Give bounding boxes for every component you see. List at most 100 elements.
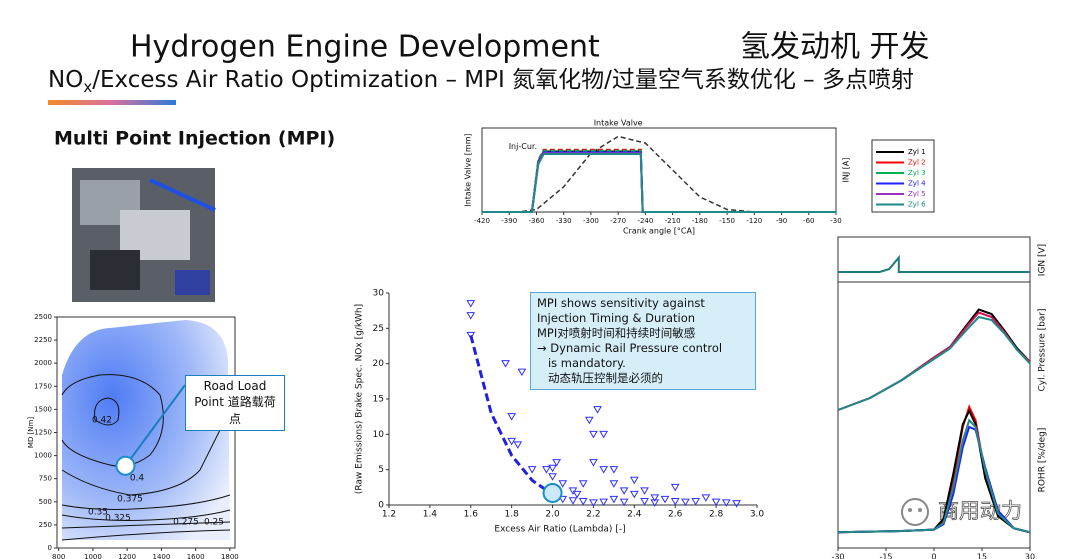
accent-bar (48, 100, 176, 105)
x-tick-label: -120 (746, 217, 762, 225)
contour-label: 0.42 (92, 416, 112, 426)
y-tick-label: 25 (373, 324, 384, 334)
x-tick-label: 1.4 (423, 510, 438, 520)
y-tick-label: 20 (373, 359, 385, 369)
point (609, 495, 619, 504)
contour-label: 0.25 (204, 518, 224, 528)
point (609, 480, 619, 488)
point (629, 476, 639, 485)
point (609, 466, 619, 474)
y-axis-label: MD [Nm] (27, 417, 35, 448)
section-heading: Multi Point Injection (MPI) (54, 128, 335, 150)
point (578, 497, 588, 506)
point (513, 441, 523, 449)
subtitle-sub: x (83, 78, 92, 96)
point (599, 430, 609, 439)
y2-axis-label: INJ [A] (842, 158, 851, 183)
x-tick-label: 30 (1025, 553, 1035, 559)
y-tick-label: 30 (373, 289, 385, 299)
x-tick-label: 1.6 (464, 510, 479, 520)
series-line (838, 254, 1030, 273)
x-tick-label: 1800 (221, 553, 239, 559)
point (599, 466, 609, 474)
point (584, 416, 594, 425)
point (548, 473, 557, 481)
x-tick-label: -420 (474, 217, 490, 225)
point (501, 360, 510, 368)
series-line (837, 311, 1031, 411)
y-tick-label: 1750 (34, 382, 52, 390)
point (552, 459, 562, 467)
x-tick-label: 1600 (187, 553, 205, 559)
contour-line (61, 494, 231, 510)
y-tick-label: 0 (378, 501, 384, 511)
annotation: Inj-Cur. (509, 142, 537, 151)
callout: Road Load Point 道路载荷点 (185, 375, 285, 431)
point (650, 494, 660, 502)
series-line (482, 153, 836, 213)
x-tick-label: -270 (610, 217, 626, 225)
point (578, 480, 588, 488)
contour-line (94, 397, 120, 426)
x-tick-label: -90 (776, 217, 787, 225)
x-tick-label: -30 (830, 217, 841, 225)
y-tick-label: 250 (39, 521, 52, 529)
note-box: MPI shows sensitivity against Injection T… (530, 292, 756, 390)
x-tick-label: -300 (583, 217, 599, 225)
note-line: is mandatory. (537, 356, 626, 370)
y-axis-label: Cyl. Pressure [bar] (1038, 308, 1048, 391)
x-tick-label: 15 (977, 553, 987, 559)
point (589, 430, 598, 439)
contour-line (61, 419, 226, 496)
x-tick-label: 1000 (84, 553, 102, 559)
x-tick-label: 2.2 (586, 510, 600, 520)
subtitle-rest: /Excess Air Ratio Optimization – MPI 氮氧化… (92, 67, 914, 93)
x-tick-label: 0 (931, 553, 936, 559)
point (466, 300, 476, 308)
y-axis-label: Intake Valve [mm] (464, 133, 473, 206)
y-tick-label: 2000 (34, 359, 52, 367)
y-tick-label: 1000 (34, 452, 52, 460)
plot-frame (481, 127, 837, 213)
point (691, 497, 701, 506)
x-tick-label: -60 (803, 217, 814, 225)
point (670, 483, 680, 492)
contour-label: 0.325 (105, 514, 131, 524)
point (640, 497, 649, 506)
contour-line (61, 521, 231, 529)
x-tick-label: 1200 (118, 553, 136, 559)
contour-line (61, 509, 231, 521)
x-tick-label: -330 (556, 217, 572, 225)
x-tick-label: -180 (692, 217, 708, 225)
engine-photo (72, 168, 216, 302)
contour-label: 0.4 (130, 474, 145, 484)
y-tick-label: 1250 (34, 429, 52, 437)
legend-label: Zyl 4 (908, 180, 926, 188)
contour-label: 0.35 (88, 508, 108, 518)
y-tick-label: 1500 (34, 405, 52, 413)
point (568, 487, 578, 495)
legend-label: Zyl 6 (908, 201, 926, 209)
y-axis-label: ROHR [%/deg] (1038, 428, 1048, 493)
x-tick-label: 1.2 (382, 510, 396, 520)
point (599, 498, 609, 507)
point (589, 499, 598, 507)
title-cn: 氢发动机 开发 (740, 30, 930, 65)
y-tick-label: 750 (39, 475, 52, 483)
y-tick-label: 5 (378, 465, 384, 475)
legend-label: Zyl 5 (908, 190, 926, 198)
series-line (837, 315, 1031, 411)
point (548, 464, 557, 473)
point (517, 368, 527, 377)
x-tick-label: -240 (637, 217, 653, 225)
x-tick-label: -390 (501, 217, 517, 225)
contour-label: 0.275 (173, 518, 199, 528)
road-load-point (115, 455, 136, 476)
x-tick-label: 2.0 (545, 510, 560, 520)
callout-line (124, 384, 186, 467)
y-tick-label: 2500 (34, 313, 52, 321)
x-tick-label: 2.6 (668, 510, 683, 520)
annotation: Intake Valve (594, 119, 643, 128)
point (619, 498, 629, 507)
